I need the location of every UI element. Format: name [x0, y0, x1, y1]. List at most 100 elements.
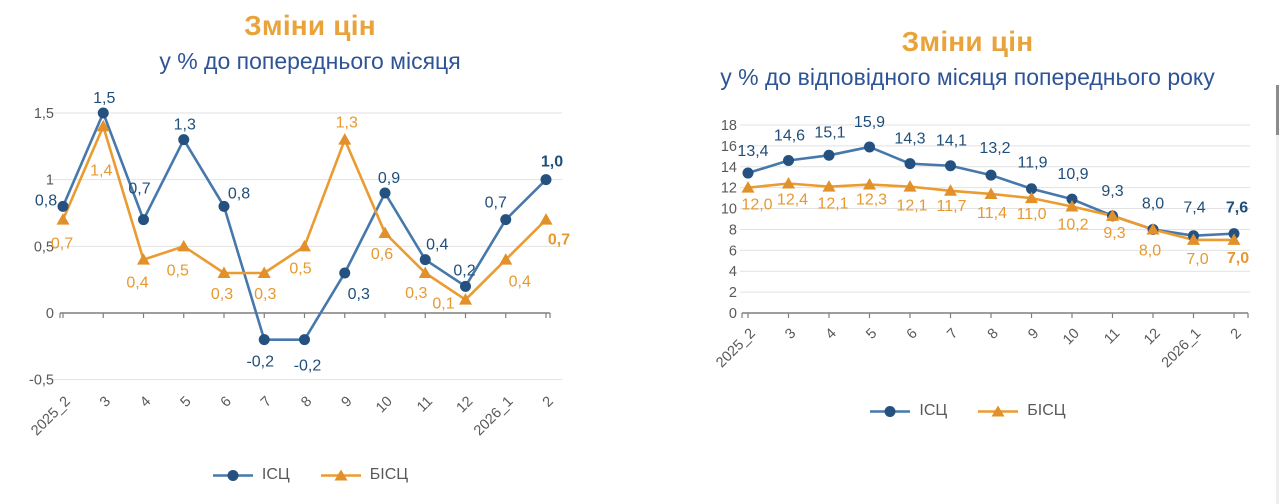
- legend-item-icp: ІСЦ: [212, 466, 290, 484]
- data-point-marker: [178, 134, 190, 146]
- data-point-marker: [864, 141, 875, 153]
- data-point-label: 7,6: [1226, 200, 1248, 217]
- y-axis-tick-label: 0,5: [34, 239, 54, 255]
- scrollbar-track[interactable]: [1276, 85, 1279, 504]
- series-markers-ІСЦ: [742, 141, 1240, 242]
- data-point-label: 1,3: [336, 115, 358, 132]
- data-point-marker: [258, 334, 270, 346]
- gridlines: [740, 124, 1250, 293]
- x-axis-category-label: 9: [339, 394, 356, 411]
- y-axis-tick-label: 1,5: [34, 106, 54, 122]
- data-point-label: 0,4: [126, 275, 148, 292]
- data-point-label: 12,4: [777, 191, 808, 208]
- data-point-marker: [1026, 183, 1037, 195]
- data-point-label: 0,6: [371, 246, 393, 263]
- data-point-label: -0,2: [294, 358, 322, 375]
- data-point-marker: [299, 334, 310, 346]
- data-point-label: 0,7: [548, 232, 570, 249]
- x-axis-category-label: 11: [1101, 326, 1123, 348]
- x-axis-category-label: 7: [258, 394, 275, 411]
- x-axis-category-label: 5: [178, 394, 195, 411]
- x-axis-category-label: 12: [1141, 326, 1164, 349]
- data-point-marker: [984, 187, 998, 199]
- x-axis-category-label: 2025_2: [28, 394, 74, 440]
- legend-item-bicp: БІСЦ: [320, 466, 408, 484]
- data-point-label: 0,3: [348, 286, 370, 303]
- data-point-label: 11,0: [1017, 206, 1047, 223]
- icp-line-marker-icon: [212, 469, 253, 481]
- data-point-label: 11,4: [977, 205, 1007, 222]
- legend-item-icp: ІСЦ: [869, 402, 947, 420]
- y-axis-tick-label: 0: [729, 306, 737, 322]
- data-point-label: 12,3: [856, 192, 887, 209]
- data-point-marker: [904, 158, 916, 170]
- legend-label-bicp: БІСЦ: [1027, 402, 1066, 419]
- data-point-marker: [378, 226, 392, 239]
- bicp-line-marker-icon: [320, 469, 361, 480]
- x-axis-category-label: 2: [540, 394, 557, 411]
- data-point-label: 9,3: [1101, 183, 1123, 200]
- data-point-marker: [218, 200, 230, 212]
- x-axis-category-label: 3: [782, 326, 799, 343]
- data-point-label: 11,9: [1018, 155, 1048, 172]
- data-point-marker: [1146, 222, 1160, 235]
- y-axis-tick-label: 2: [729, 285, 737, 301]
- data-point-label: 14,6: [774, 128, 805, 145]
- data-point-marker: [419, 254, 431, 266]
- bicp-line-marker-icon: [978, 405, 1019, 416]
- x-axis-category-label: 8: [985, 326, 1002, 343]
- data-point-label: 1,3: [174, 117, 196, 134]
- data-point-marker: [945, 160, 956, 172]
- data-point-label: 15,9: [854, 114, 885, 131]
- data-point-label: 0,2: [453, 262, 475, 279]
- scrollbar-thumb[interactable]: [1276, 85, 1279, 135]
- y-axis-tick-label: -0,5: [29, 373, 54, 389]
- y-axis-tick-label: 6: [729, 243, 737, 259]
- x-axis-category-label: 9: [1025, 326, 1042, 343]
- data-point-label: 13,2: [979, 140, 1010, 157]
- data-point-marker: [985, 169, 997, 181]
- data-point-marker: [339, 267, 351, 279]
- data-point-marker: [1025, 191, 1038, 204]
- data-point-marker: [217, 266, 231, 279]
- data-point-label: 7,0: [1186, 251, 1208, 268]
- data-point-label: 0,5: [289, 260, 311, 277]
- series-line-ІСЦ: [61, 111, 548, 341]
- data-point-label: 8,0: [1142, 195, 1164, 212]
- data-point-marker: [1066, 193, 1078, 205]
- x-axis-category-label: 11: [414, 394, 436, 416]
- data-point-label: 1,5: [93, 90, 115, 107]
- x-axis-category-label: 12: [454, 394, 477, 417]
- data-point-marker: [500, 214, 512, 226]
- data-point-marker: [741, 181, 755, 193]
- annual-chart-title: Зміни цін: [901, 26, 1034, 57]
- data-point-label: 0,1: [432, 296, 454, 313]
- data-point-marker: [499, 253, 513, 265]
- x-axis: [741, 312, 1249, 318]
- data-point-label: 0,7: [485, 195, 507, 212]
- data-point-label: 0,3: [405, 285, 427, 302]
- monthly-chart-title: Зміни цін: [244, 10, 376, 41]
- data-point-label: 10,9: [1057, 166, 1088, 183]
- x-axis-category-label: 5: [863, 326, 880, 343]
- x-axis-category-label: 6: [904, 326, 921, 343]
- data-point-label: 0,4: [426, 237, 448, 254]
- data-point-label: 8,0: [1139, 242, 1161, 259]
- y-axis-tick-label: 14: [721, 160, 737, 176]
- y-axis-labels: 1,5 1 0,5 0 -0,5: [29, 106, 54, 389]
- data-labels-ІСЦ: 0,8 1,5 0,7 1,3 0,8 -0,2 -0,2 0,3 0,9 0,4 0,2 0,7 1,…: [35, 90, 563, 375]
- data-point-marker: [783, 155, 794, 167]
- data-point-marker: [1065, 199, 1079, 212]
- y-axis-tick-label: 18: [721, 118, 737, 134]
- annual-chart-subtitle: у % до відповідного місяця попереднього …: [720, 64, 1215, 90]
- data-point-label: 0,7: [51, 236, 73, 253]
- series-markers-ІСЦ: [57, 107, 552, 346]
- x-axis-category-label: 4: [137, 394, 154, 411]
- y-axis-tick-label: 0: [46, 306, 54, 322]
- data-point-label: 1,4: [90, 162, 112, 179]
- data-point-marker: [57, 200, 69, 212]
- data-point-label: 1,0: [541, 154, 563, 171]
- data-point-label: 0,5: [167, 262, 189, 279]
